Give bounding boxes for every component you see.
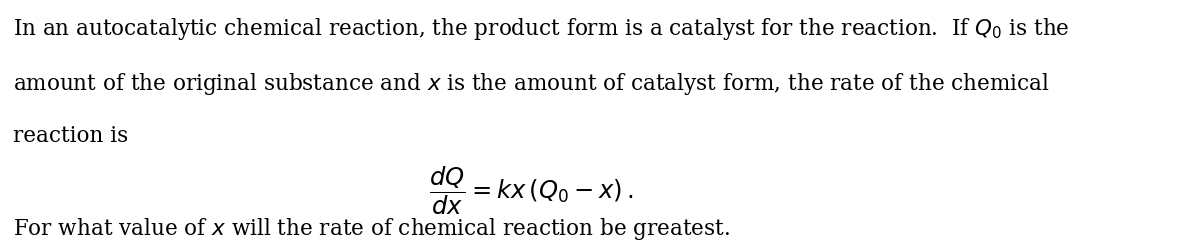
Text: reaction is: reaction is bbox=[13, 125, 128, 147]
Text: For what value of $x$ will the rate of chemical reaction be greatest.: For what value of $x$ will the rate of c… bbox=[13, 216, 730, 242]
Text: In an autocatalytic chemical reaction, the product form is a catalyst for the re: In an autocatalytic chemical reaction, t… bbox=[13, 16, 1069, 43]
Text: $\dfrac{dQ}{dx} = kx\,(Q_0 - x)\,.$: $\dfrac{dQ}{dx} = kx\,(Q_0 - x)\,.$ bbox=[428, 165, 634, 217]
Text: amount of the original substance and $x$ is the amount of catalyst form, the rat: amount of the original substance and $x$… bbox=[13, 71, 1049, 96]
